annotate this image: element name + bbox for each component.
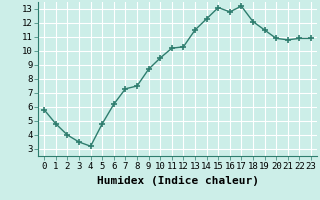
X-axis label: Humidex (Indice chaleur): Humidex (Indice chaleur) bbox=[97, 176, 259, 186]
